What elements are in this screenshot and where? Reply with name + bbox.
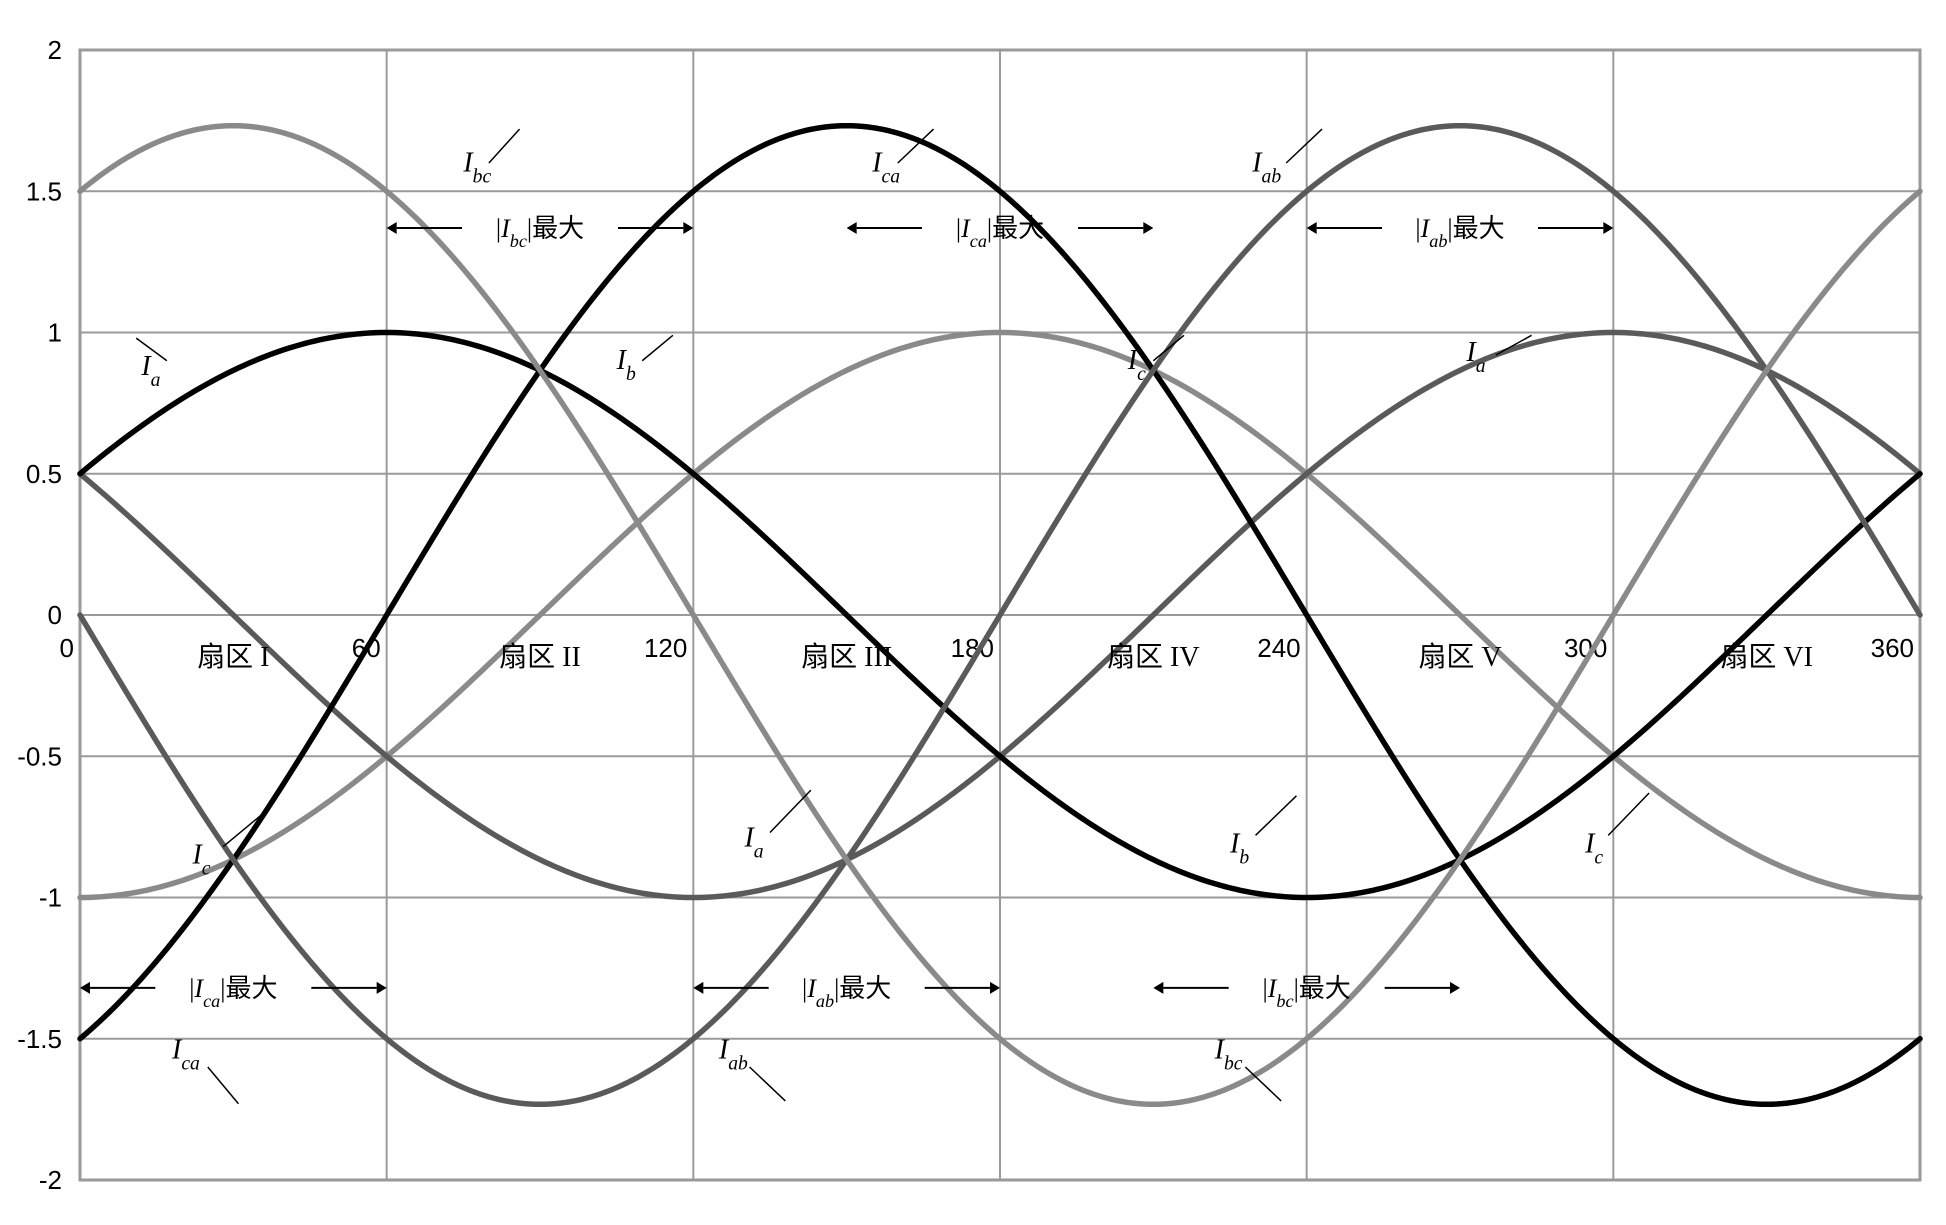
y-tick-label: -2: [39, 1165, 62, 1195]
x-tick-label: 0: [60, 633, 74, 663]
y-tick-label: -1: [39, 883, 62, 913]
y-tick-label: 0: [48, 600, 62, 630]
sector-label: 扇区 III: [801, 641, 892, 673]
sector-label: 扇区 II: [499, 641, 581, 673]
y-tick-label: 1: [48, 318, 62, 348]
y-tick-label: -0.5: [17, 741, 62, 771]
sector-label: 扇区 VI: [1720, 641, 1813, 673]
y-tick-label: 2: [48, 35, 62, 65]
chart-container: -2-1.5-1-0.500.511.52060120180240300360I…: [0, 20, 1946, 1205]
y-tick-label: -1.5: [17, 1024, 62, 1054]
sector-label: 扇区 I: [197, 641, 269, 673]
x-tick-label: 120: [644, 633, 687, 663]
y-tick-label: 0.5: [26, 459, 62, 489]
sector-label: 扇区 IV: [1107, 641, 1200, 673]
x-tick-label: 240: [1257, 633, 1300, 663]
y-tick-label: 1.5: [26, 176, 62, 206]
x-tick-label: 360: [1871, 633, 1914, 663]
chart-background: [0, 20, 1946, 1205]
sector-label: 扇区 V: [1418, 641, 1501, 673]
